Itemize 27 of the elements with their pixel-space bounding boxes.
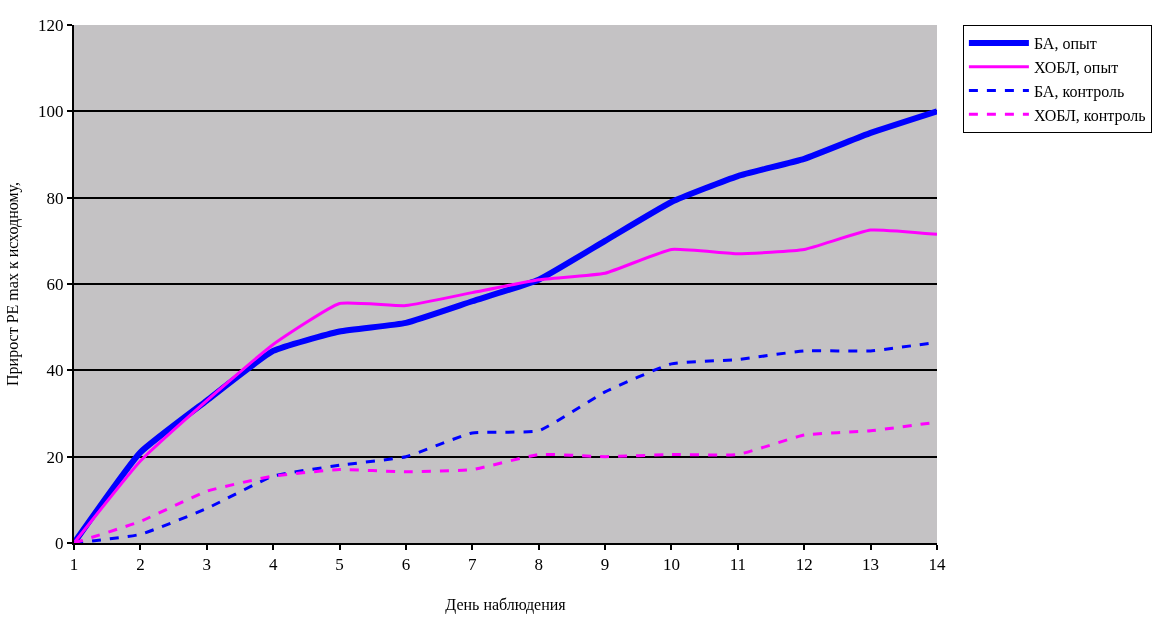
legend-label: БА, опыт: [1033, 35, 1097, 53]
y-tick-label: 0: [55, 533, 64, 553]
x-tick-label: 4: [268, 555, 278, 575]
x-tick-label: 5: [335, 555, 344, 575]
y-tick-label: 40: [46, 361, 64, 381]
x-tick-label: 1: [69, 555, 79, 575]
x-axis-title: День наблюдения: [445, 595, 567, 614]
x-tick-label: 2: [136, 555, 145, 575]
legend-label: ХОБЛ, опыт: [1033, 58, 1119, 76]
x-tick-label: 10: [662, 555, 680, 575]
x-tick-label: 6: [401, 555, 411, 575]
x-tick-label: 9: [600, 555, 610, 575]
x-tick-label: 7: [468, 555, 478, 575]
y-tick-label: 60: [46, 274, 64, 294]
y-tick-label: 20: [46, 447, 64, 467]
y-axis-title: Прирост PE max к исходному,: [4, 182, 23, 386]
x-tick-label: 3: [202, 555, 212, 575]
x-tick-label: 13: [862, 555, 880, 575]
legend-label: ХОБЛ, контроль: [1033, 106, 1146, 125]
x-tick-label: 12: [795, 555, 813, 575]
x-tick-label: 8: [534, 555, 543, 575]
x-tick-label: 14: [928, 555, 946, 575]
x-tick-label: 11: [729, 555, 747, 575]
y-tick-label: 100: [38, 102, 64, 122]
legend-label: БА, контроль: [1033, 82, 1125, 101]
y-tick-label: 80: [46, 188, 64, 208]
y-tick-label: 120: [38, 15, 64, 35]
